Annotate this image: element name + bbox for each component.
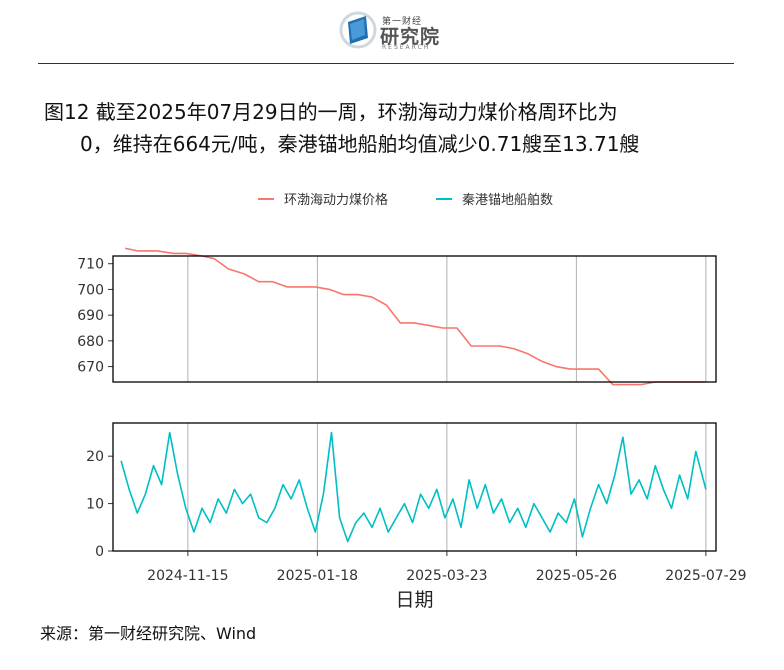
panel-frame-ships — [112, 422, 717, 552]
legend-label-coal-price: 环渤海动力煤价格 — [284, 193, 389, 208]
xtick-label-2: 2025-03-23 — [406, 568, 487, 584]
ytick-label-price-2: 690 — [77, 308, 104, 324]
ytick-label-price-3: 700 — [77, 282, 104, 298]
xtick-label-1: 2025-01-18 — [277, 568, 358, 584]
ytick-label-ships-2: 20 — [86, 449, 104, 465]
legend-swatch-ship-count — [436, 197, 452, 200]
ytick-label-ships-1: 10 — [86, 497, 104, 513]
legend-item-coal-price: 环渤海动力煤价格 — [258, 189, 388, 208]
ytick-label-price-4: 710 — [77, 257, 104, 273]
figure-title-line2: 0，维持在664元/吨，秦港锚地船舶均值减少0.71艘至13.71艘 — [80, 132, 640, 156]
figure-title-line1: 图12 截至2025年07月29日的一周，环渤海动力煤价格周环比为 — [44, 100, 618, 124]
logo-top-text: 第一财经 — [382, 17, 423, 27]
source-note: 来源：第一财经研究院、Wind — [40, 624, 257, 643]
figure-title: 图12 截至2025年07月29日的一周，环渤海动力煤价格周环比为 0，维持在6… — [44, 96, 744, 160]
brand-logo: 第一财经 研究院 RESEARCH — [338, 8, 448, 52]
header-divider — [38, 63, 734, 64]
chart-legend: 环渤海动力煤价格 秦港锚地船舶数 — [0, 189, 784, 213]
xtick-label-0: 2024-11-15 — [147, 568, 228, 584]
xtick-label-3: 2025-05-26 — [536, 568, 617, 584]
logo-mark-icon — [339, 11, 377, 49]
legend-label-ship-count: 秦港锚地船舶数 — [462, 193, 554, 208]
logo-sub-text: RESEARCH — [382, 44, 431, 51]
ytick-label-price-0: 670 — [77, 360, 104, 376]
logo-main-text: 研究院 — [380, 26, 441, 48]
panel-frame-price — [112, 255, 717, 383]
ytick-label-price-1: 680 — [77, 334, 104, 350]
legend-swatch-coal-price — [258, 197, 274, 200]
x-axis-title: 日期 — [395, 589, 433, 611]
xtick-label-4: 2025-07-29 — [665, 568, 746, 584]
ytick-label-ships-0: 0 — [95, 544, 104, 560]
chart-area: 670 680 690 700 710 0 10 20 2024-11-15 2025-01-18… — [77, 247, 747, 611]
legend-item-ship-count: 秦港锚地船舶数 — [436, 189, 553, 208]
series-line-price — [124, 247, 706, 386]
series-line-ships — [120, 431, 707, 543]
